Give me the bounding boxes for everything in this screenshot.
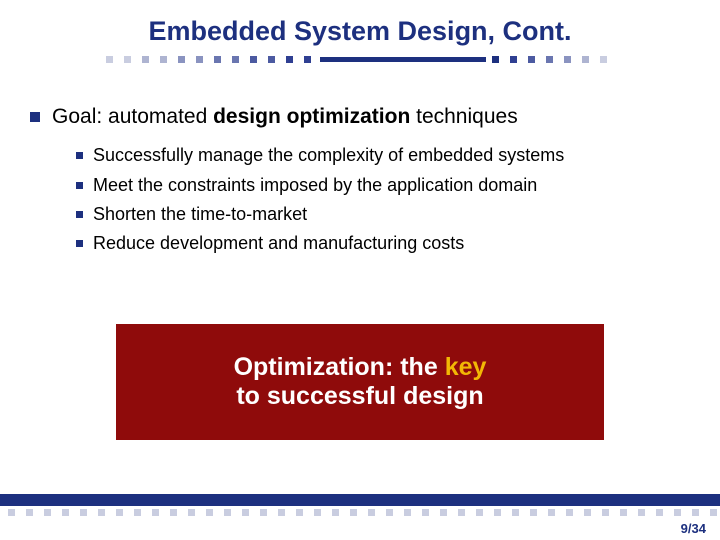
decoration-dot-icon bbox=[620, 509, 627, 516]
title-underline bbox=[106, 56, 614, 64]
decoration-dot-icon bbox=[314, 509, 321, 516]
decoration-dot-icon bbox=[600, 56, 607, 63]
bullet-marker-icon bbox=[76, 182, 83, 189]
decoration-dot-icon bbox=[232, 56, 239, 63]
bullet-marker-icon bbox=[76, 152, 83, 159]
decoration-dot-icon bbox=[260, 509, 267, 516]
decoration-dot-icon bbox=[250, 56, 257, 63]
decoration-dot-icon bbox=[564, 56, 571, 63]
decoration-dot-icon bbox=[44, 509, 51, 516]
decoration-line bbox=[320, 57, 486, 62]
decoration-dot-icon bbox=[278, 509, 285, 516]
decoration-dot-icon bbox=[692, 509, 699, 516]
slide-title: Embedded System Design, Cont. bbox=[0, 16, 720, 47]
decoration-dot-icon bbox=[386, 509, 393, 516]
goal-bold: design optimization bbox=[213, 105, 410, 128]
decoration-dot-icon bbox=[152, 509, 159, 516]
decoration-dot-icon bbox=[242, 509, 249, 516]
goal-suffix: techniques bbox=[410, 105, 517, 128]
page-number: 9/34 bbox=[681, 521, 706, 536]
decoration-dot-icon bbox=[160, 56, 167, 63]
callout-box: Optimization: the key to successful desi… bbox=[116, 324, 604, 440]
decoration-dot-icon bbox=[422, 509, 429, 516]
decoration-dot-icon bbox=[116, 509, 123, 516]
sub-bullet: Reduce development and manufacturing cos… bbox=[76, 232, 690, 255]
decoration-dot-icon bbox=[476, 509, 483, 516]
sub-bullet: Meet the constraints imposed by the appl… bbox=[76, 174, 690, 197]
decoration-dot-icon bbox=[566, 509, 573, 516]
callout-line1-prefix: Optimization: the bbox=[234, 353, 445, 381]
sub-bullet-text: Reduce development and manufacturing cos… bbox=[93, 232, 464, 255]
bullet-marker-icon bbox=[76, 211, 83, 218]
callout-line1: Optimization: the key bbox=[234, 353, 487, 382]
content-area: Goal: automated design optimization tech… bbox=[30, 104, 690, 262]
decoration-dot-icon bbox=[106, 56, 113, 63]
decoration-dot-icon bbox=[26, 509, 33, 516]
footer-bar bbox=[0, 494, 720, 506]
decoration-dot-icon bbox=[674, 509, 681, 516]
decoration-dot-icon bbox=[296, 509, 303, 516]
goal-bullet: Goal: automated design optimization tech… bbox=[30, 104, 690, 130]
decoration-dot-icon bbox=[548, 509, 555, 516]
decoration-dot-icon bbox=[134, 509, 141, 516]
decoration-dot-icon bbox=[196, 56, 203, 63]
decoration-dot-icon bbox=[124, 56, 131, 63]
bullet-marker-icon bbox=[76, 240, 83, 247]
decoration-dot-icon bbox=[494, 509, 501, 516]
decoration-dot-icon bbox=[350, 509, 357, 516]
footer-dots bbox=[0, 509, 720, 517]
decoration-dot-icon bbox=[582, 56, 589, 63]
decoration-dot-icon bbox=[710, 509, 717, 516]
decoration-dot-icon bbox=[8, 509, 15, 516]
goal-text: Goal: automated design optimization tech… bbox=[52, 104, 518, 130]
bullet-marker-icon bbox=[30, 112, 40, 122]
decoration-dot-icon bbox=[546, 56, 553, 63]
decoration-dot-icon bbox=[62, 509, 69, 516]
decoration-dot-icon bbox=[332, 509, 339, 516]
decoration-dot-icon bbox=[602, 509, 609, 516]
goal-prefix: Goal: automated bbox=[52, 105, 213, 128]
decoration-dot-icon bbox=[286, 56, 293, 63]
sub-bullet-text: Successfully manage the complexity of em… bbox=[93, 144, 564, 167]
sub-bullet: Shorten the time-to-market bbox=[76, 203, 690, 226]
decoration-dot-icon bbox=[656, 509, 663, 516]
page-current: 9 bbox=[681, 521, 688, 536]
sub-bullet-text: Meet the constraints imposed by the appl… bbox=[93, 174, 537, 197]
decoration-dot-icon bbox=[268, 56, 275, 63]
decoration-dot-icon bbox=[528, 56, 535, 63]
decoration-dot-icon bbox=[188, 509, 195, 516]
decoration-dot-icon bbox=[510, 56, 517, 63]
decoration-dot-icon bbox=[214, 56, 221, 63]
decoration-dot-icon bbox=[80, 509, 87, 516]
decoration-dot-icon bbox=[638, 509, 645, 516]
decoration-dot-icon bbox=[530, 509, 537, 516]
decoration-dot-icon bbox=[440, 509, 447, 516]
decoration-dot-icon bbox=[512, 509, 519, 516]
decoration-dot-icon bbox=[98, 509, 105, 516]
slide: Embedded System Design, Cont. Goal: auto… bbox=[0, 0, 720, 540]
decoration-dot-icon bbox=[584, 509, 591, 516]
decoration-dot-icon bbox=[458, 509, 465, 516]
decoration-dot-icon bbox=[368, 509, 375, 516]
decoration-dot-icon bbox=[170, 509, 177, 516]
sub-bullet-text: Shorten the time-to-market bbox=[93, 203, 307, 226]
callout-line1-accent: key bbox=[445, 353, 487, 381]
decoration-dot-icon bbox=[206, 509, 213, 516]
decoration-dot-icon bbox=[224, 509, 231, 516]
decoration-dot-icon bbox=[304, 56, 311, 63]
callout-line2: to successful design bbox=[236, 382, 483, 411]
page-total: 34 bbox=[692, 521, 706, 536]
decoration-dot-icon bbox=[142, 56, 149, 63]
decoration-dot-icon bbox=[404, 509, 411, 516]
decoration-dot-icon bbox=[492, 56, 499, 63]
sub-bullet: Successfully manage the complexity of em… bbox=[76, 144, 690, 167]
decoration-dot-icon bbox=[178, 56, 185, 63]
